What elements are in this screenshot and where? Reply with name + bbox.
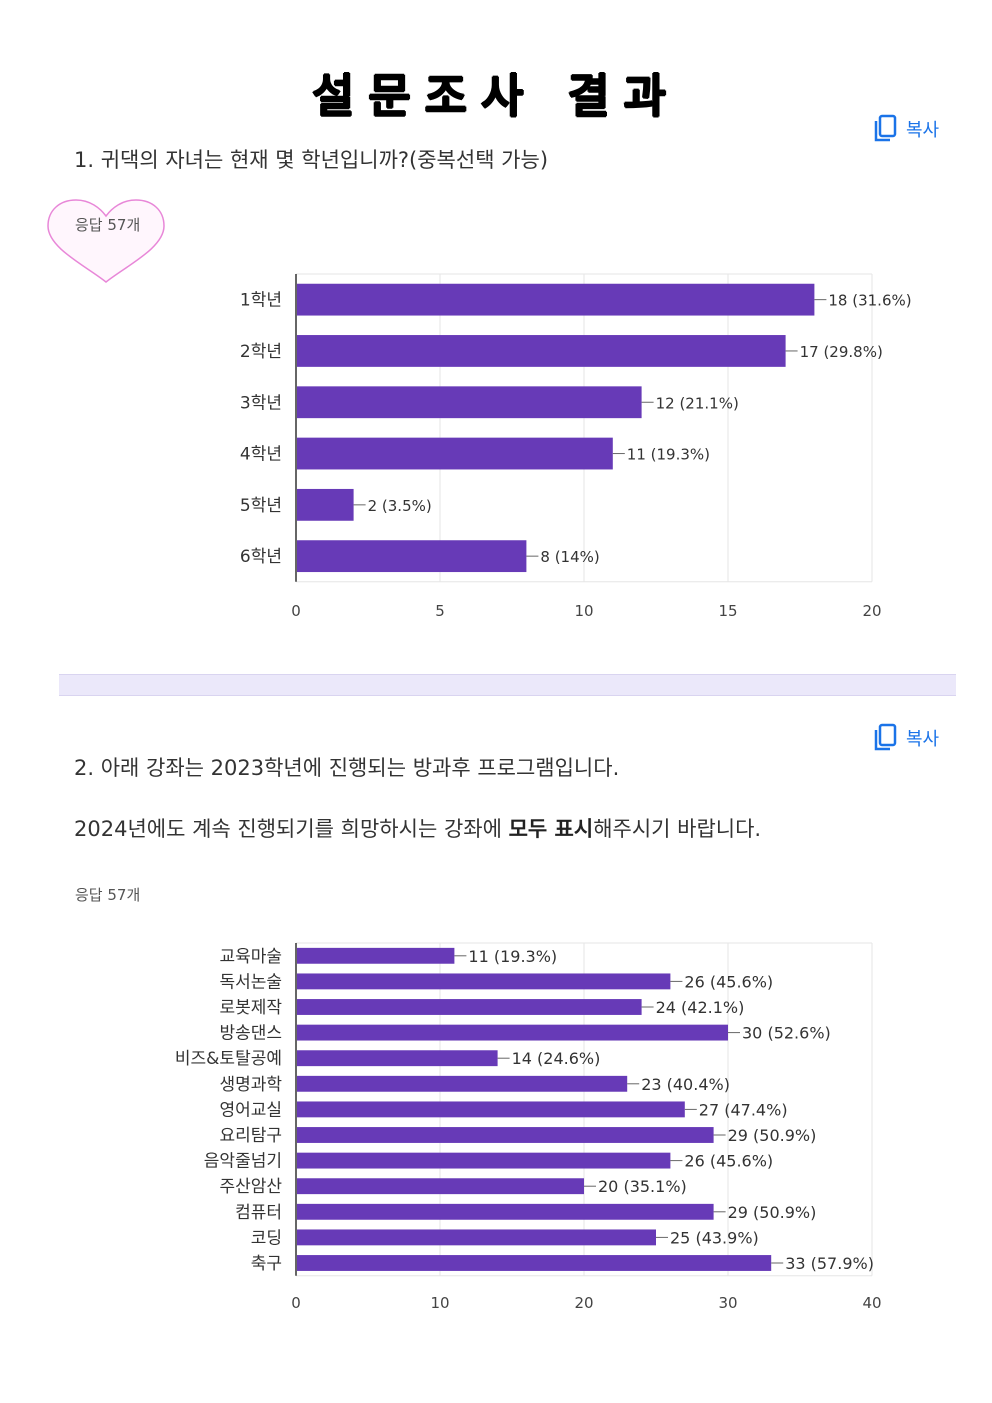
category-label: 비즈&토탈공예 (175, 1049, 282, 1069)
data-label: 17 (29.8%) (800, 343, 883, 361)
category-label: 생명과학 (219, 1075, 282, 1095)
x-tick-label: 0 (291, 1294, 301, 1312)
data-label: 26 (45.6%) (684, 972, 773, 991)
data-label: 25 (43.9%) (670, 1228, 759, 1247)
category-label: 로봇제작 (219, 998, 282, 1018)
bar (297, 1127, 714, 1143)
category-label: 음악줄넘기 (204, 1152, 282, 1172)
copy-button-q2[interactable]: 복사 (872, 723, 939, 753)
page-title: 설문조사 결과 (312, 69, 680, 123)
bar (297, 1024, 728, 1041)
section-divider (59, 674, 956, 696)
bar (297, 335, 786, 367)
category-label: 3학년 (240, 393, 282, 413)
question-2-emphasis: 모두 표시 (508, 817, 594, 841)
x-tick-label: 20 (574, 1294, 593, 1312)
question-2-line1: 2. 아래 강좌는 2023학년에 진행되는 방과후 프로그램입니다. (74, 756, 620, 780)
data-label: 11 (19.3%) (627, 446, 710, 464)
data-label: 26 (45.6%) (684, 1152, 773, 1171)
category-label: 방송댄스 (219, 1024, 282, 1044)
bar (297, 1203, 714, 1220)
bar (297, 437, 613, 470)
bar (297, 999, 642, 1015)
bar (297, 973, 671, 990)
category-label: 독서논술 (219, 972, 282, 992)
chart-q1: 0 5 10 15 20 1학년 18 (31.6%) 2학년 17 (29.8%) 3학년 12 … (240, 273, 912, 620)
data-label: 29 (50.9%) (728, 1126, 817, 1145)
data-label: 11 (19.3%) (468, 947, 557, 966)
x-tick-label: 20 (862, 602, 881, 620)
x-tick-label: 10 (430, 1294, 449, 1312)
copy-icon (874, 723, 897, 751)
copy-label: 복사 (906, 120, 940, 141)
category-label: 5학년 (240, 496, 282, 516)
x-tick-label: 15 (718, 602, 737, 620)
x-tick-label: 10 (574, 602, 593, 620)
response-count-q2: 응답 57개 (75, 886, 141, 904)
copy-button-q1[interactable]: 복사 (872, 114, 939, 144)
question-2-line2-post: 해주시기 바랍니다. (593, 817, 762, 841)
bar (297, 540, 527, 573)
category-label: 2학년 (240, 342, 282, 362)
data-label: 33 (57.9%) (785, 1254, 874, 1273)
x-tick-label: 5 (435, 602, 445, 620)
category-label: 주산암산 (219, 1177, 282, 1197)
data-label: 23 (40.4%) (641, 1075, 730, 1094)
bar (297, 1050, 498, 1067)
category-label: 교육마술 (219, 947, 282, 967)
question-2-line2-pre: 2024년에도 계속 진행되기를 희망하시는 강좌에 (74, 817, 509, 841)
data-label: 8 (14%) (540, 548, 599, 566)
data-label: 20 (35.1%) (598, 1177, 687, 1196)
bar (297, 1255, 772, 1271)
bar (297, 947, 455, 964)
x-tick-label: 40 (862, 1294, 881, 1312)
category-label: 영어교실 (219, 1100, 282, 1120)
x-tick-label: 30 (718, 1294, 737, 1312)
bar (297, 283, 815, 316)
category-label: 6학년 (240, 547, 282, 567)
data-label: 27 (47.4%) (699, 1100, 788, 1119)
bar (297, 1152, 671, 1169)
copy-label: 복사 (906, 729, 940, 750)
response-count-q1: 응답 57개 (75, 216, 141, 234)
copy-icon (874, 114, 897, 142)
category-label: 요리탐구 (219, 1126, 282, 1146)
data-label: 30 (52.6%) (742, 1024, 831, 1043)
category-label: 컴퓨터 (235, 1203, 282, 1223)
chart-q2: 0 10 20 30 40 교육마술 11 (19.3%) 독서논술 26 (45.6%) 로봇제… (175, 942, 882, 1312)
bar (297, 1075, 628, 1092)
data-label: 14 (24.6%) (512, 1049, 601, 1068)
question-1-text: 1. 귀댁의 자녀는 현재 몇 학년입니까?(중복선택 가능) (74, 148, 549, 172)
bar (297, 1178, 584, 1195)
bar (297, 1229, 656, 1246)
category-label: 1학년 (240, 291, 282, 311)
question-2-line2: 2024년에도 계속 진행되기를 희망하시는 강좌에 모두 표시해주시기 바랍니… (74, 813, 761, 843)
data-label: 12 (21.1%) (656, 394, 739, 412)
data-label: 18 (31.6%) (828, 292, 911, 310)
data-label: 24 (42.1%) (656, 998, 745, 1017)
bar (297, 1101, 685, 1118)
category-label: 4학년 (240, 445, 282, 465)
data-label: 2 (3.5%) (368, 497, 432, 515)
bar (297, 488, 354, 521)
data-label: 29 (50.9%) (728, 1203, 817, 1222)
category-label: 코딩 (251, 1228, 282, 1248)
category-label: 축구 (251, 1254, 282, 1274)
bar (297, 386, 642, 419)
heart-icon (47, 199, 165, 283)
x-tick-label: 0 (291, 602, 301, 620)
